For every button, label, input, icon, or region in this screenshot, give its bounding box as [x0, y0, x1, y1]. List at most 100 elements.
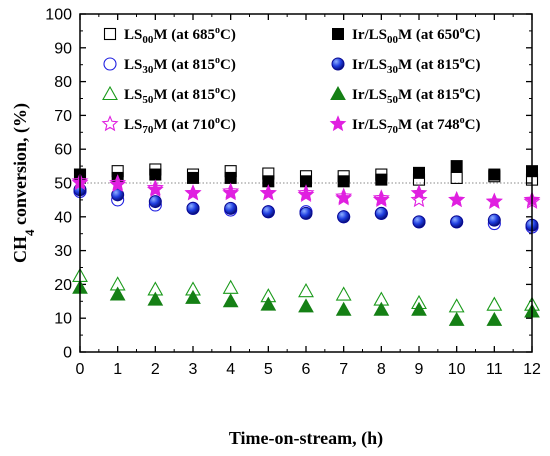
legend-label-sup: o [215, 25, 220, 36]
y-axis-title-post: conversion, (%) [10, 103, 31, 229]
y-tick-label: 90 [54, 40, 72, 57]
point-s7-11 [485, 192, 503, 209]
y-tick-label: 100 [45, 7, 72, 24]
data-points [71, 160, 541, 326]
point-s5-4 [222, 293, 239, 308]
x-tick-label: 9 [415, 361, 424, 378]
legend-label-sub: 30 [142, 64, 154, 76]
point-s3-5 [261, 205, 275, 219]
legend-label-sup: o [215, 55, 220, 66]
point-s3-2 [148, 195, 162, 209]
legend-label-4: LS50M (at 815oC) [124, 85, 236, 106]
legend-label-part: M (at 815 [398, 57, 460, 73]
legend-label-part: C) [465, 27, 481, 43]
point-s4-6 [298, 283, 314, 298]
point-s5-6 [298, 298, 314, 313]
legend-label-sup: o [460, 55, 465, 66]
legend-marker-0 [103, 27, 117, 41]
legend-label-part: LS [124, 57, 142, 73]
y-tick-label: 10 [54, 311, 72, 328]
x-tick-label: 3 [189, 361, 198, 378]
legend: LS00M (at 685oC) Ir/LS00M (at 650oC)LS30M… [101, 25, 481, 136]
point-s5-8 [373, 301, 390, 316]
legend-label-part: C) [220, 27, 236, 43]
legend-label-0: LS00M (at 685oC) [124, 25, 236, 46]
point-s1-7 [337, 175, 350, 188]
point-s5-1 [109, 286, 126, 301]
legend-label-sub: 50 [387, 94, 399, 106]
legend-label-3: Ir/LS30M (at 815oC) [352, 55, 481, 76]
point-s5-10 [448, 311, 465, 326]
legend-label-part: M (at 710 [153, 117, 215, 133]
legend-label-part: LS [124, 27, 142, 43]
y-tick-label: 80 [54, 74, 72, 91]
y-tick-label: 0 [63, 345, 72, 362]
y-tick-label: 70 [54, 108, 72, 125]
legend-label-sup: o [460, 115, 465, 126]
y-tick-label: 50 [54, 176, 72, 193]
legend-label-sub: 70 [387, 124, 399, 136]
legend-marker-2 [103, 57, 117, 71]
point-s3-9 [412, 215, 426, 229]
y-tick-labels: 0 10 20 30 40 50 60 70 80 90 100 [45, 7, 72, 362]
y-tick-label: 60 [54, 142, 72, 159]
legend-label-part: LS [124, 117, 142, 133]
point-s7-5 [259, 184, 277, 201]
legend-label-sup: o [460, 85, 465, 96]
legend-label-part: M (at 815 [153, 87, 215, 103]
point-s7-9 [410, 184, 428, 201]
x-tick-label: 2 [151, 361, 160, 378]
legend-label-sub: 50 [142, 94, 154, 106]
legend-label-part: C) [220, 87, 236, 103]
legend-label-part: M (at 685 [153, 27, 215, 43]
point-s7-2 [146, 180, 164, 197]
x-tick-label: 12 [523, 361, 541, 378]
legend-label-part: M (at 815 [398, 87, 460, 103]
legend-label-part: Ir/LS [352, 87, 387, 103]
x-tick-label: 7 [339, 361, 348, 378]
legend-label-part: C) [465, 117, 481, 133]
point-s5-3 [185, 289, 201, 304]
x-tick-label: 11 [486, 361, 503, 378]
legend-label-part: C) [465, 57, 481, 73]
x-tick-label: 10 [448, 361, 466, 378]
x-tick-label: 5 [264, 361, 273, 378]
y-tick-label: 40 [54, 209, 72, 226]
point-s6-9 [410, 190, 428, 208]
legend-label-part: M (at 650 [398, 27, 460, 43]
legend-label-part: M (at 815 [153, 57, 215, 73]
point-s7-6 [297, 186, 315, 202]
point-s5-11 [486, 311, 503, 326]
point-s7-10 [448, 191, 466, 208]
point-s3-1 [111, 188, 125, 202]
y-axis-title-pre: CH [10, 236, 30, 263]
legend-label-5: Ir/LS50M (at 815oC) [352, 85, 481, 106]
legend-marker-7 [329, 115, 347, 132]
point-s1-4 [224, 171, 237, 184]
legend-marker-4 [102, 85, 118, 101]
point-s3-7 [337, 210, 351, 224]
point-s5-2 [147, 291, 164, 306]
legend-label-sup: o [460, 25, 465, 36]
x-tick-label: 6 [302, 361, 311, 378]
legend-label-part: LS [124, 87, 142, 103]
y-tick-label: 20 [54, 277, 72, 294]
point-s7-4 [222, 184, 240, 201]
point-s5-5 [260, 296, 277, 311]
x-tick-label: 1 [113, 361, 122, 378]
point-s7-3 [184, 184, 202, 201]
point-s5-7 [335, 301, 352, 316]
point-s7-7 [335, 189, 353, 206]
x-tick-label: 4 [226, 361, 235, 378]
legend-label-part: C) [465, 87, 481, 103]
legend-marker-6 [101, 115, 119, 132]
x-axis-title: Time-on-stream, (h) [229, 428, 383, 449]
legend-marker-3 [331, 57, 345, 71]
y-axis-title-sub: 4 [22, 229, 37, 236]
point-s3-3 [186, 201, 200, 215]
point-s4-7 [335, 286, 352, 301]
plot-frame [79, 13, 533, 353]
point-s4-10 [448, 298, 465, 313]
point-s7-1 [109, 175, 127, 192]
